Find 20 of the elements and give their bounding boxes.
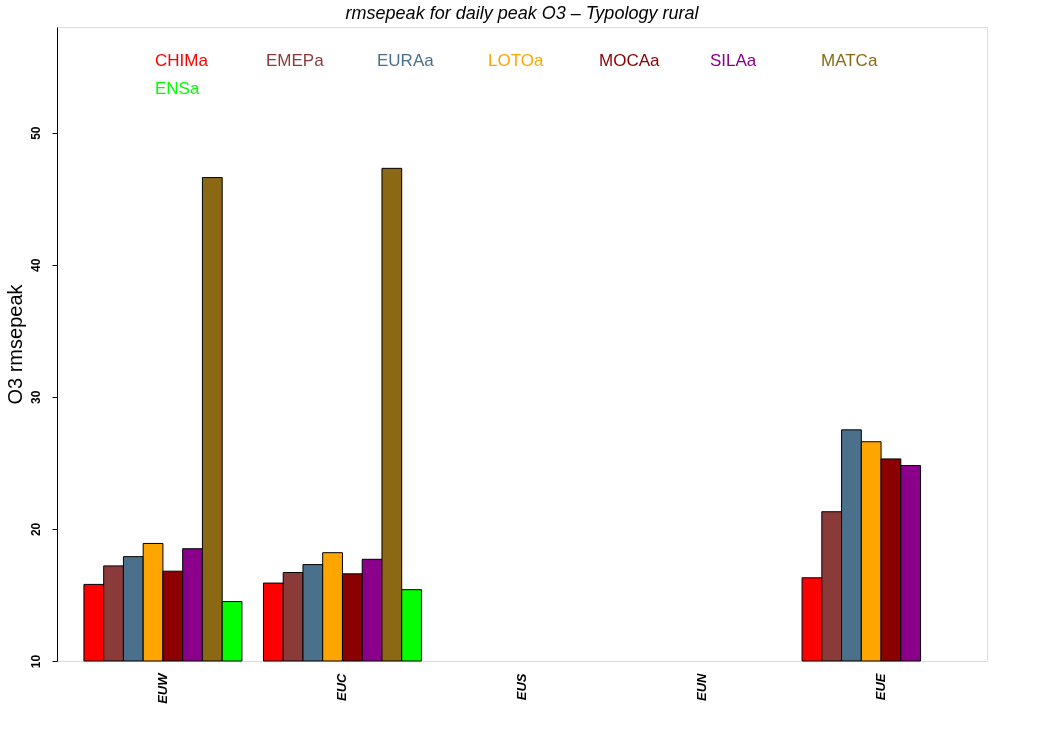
- text: EURAa: [377, 51, 435, 70]
- text: CHIMa: [155, 51, 209, 70]
- x-tick-label: EUW: [154, 671, 170, 704]
- y-axis-title: O3 rmsepeak: [3, 283, 26, 405]
- text: MOCAa: [599, 51, 660, 70]
- y-tick-label: 50: [28, 126, 43, 140]
- y-tick-label: 30: [28, 390, 43, 405]
- text: LOTOa: [488, 51, 544, 70]
- text: MATCa: [821, 51, 878, 70]
- x-tick-label: EUC: [334, 672, 350, 701]
- y-tick-label: 40: [28, 258, 43, 272]
- x-tick-label: EUN: [693, 672, 709, 701]
- text: ENSa: [155, 79, 200, 98]
- y-tick-label: 20: [28, 522, 43, 537]
- x-tick-label: EUS: [514, 673, 529, 701]
- chart-title: rmsepeak for daily peak O3 – Typology rural: [345, 3, 700, 23]
- text: EMEPa: [266, 51, 325, 70]
- x-tick-label: EUE: [873, 673, 889, 701]
- text: SILAa: [710, 51, 757, 70]
- y-tick-label: 10: [28, 654, 43, 669]
